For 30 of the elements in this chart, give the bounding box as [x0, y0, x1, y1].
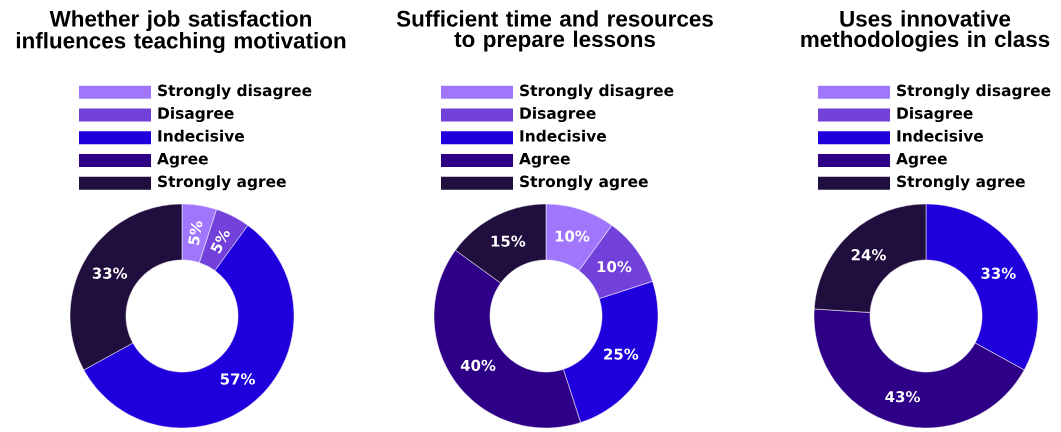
legend-label: Strongly agree — [520, 175, 648, 191]
data-label: 25% — [604, 348, 639, 360]
legend-label: Agree — [157, 153, 208, 168]
chart-title: Sufficient time and resources to prepare lessons — [396, 10, 713, 52]
legend-label: Strongly disagree — [158, 84, 312, 100]
data-label: 5% — [188, 221, 203, 246]
legend-label: Indecisive — [520, 129, 606, 142]
legend-label: Disagree — [158, 107, 234, 123]
legend-label: Strongly agree — [897, 175, 1025, 191]
legend-label: Disagree — [520, 107, 596, 123]
legend-label: Agree — [896, 153, 947, 168]
legend-label: Strongly agree — [158, 175, 286, 191]
data-label: 15% — [491, 235, 526, 247]
legend-label: Disagree — [897, 107, 973, 123]
chart-title: Uses innovative methodologies in class — [801, 10, 1050, 52]
data-label: 43% — [885, 391, 920, 403]
legend-label: Strongly disagree — [520, 84, 674, 100]
data-label: 24% — [851, 249, 886, 261]
legend-label: Strongly disagree — [897, 84, 1051, 100]
legend-label: Agree — [519, 153, 570, 168]
legend-label: Indecisive — [158, 129, 244, 142]
data-label: 33% — [92, 267, 128, 279]
data-label: 10% — [597, 260, 632, 273]
chart-title: Whether job satisfaction influences teaching motivation — [16, 10, 346, 54]
data-label: 40% — [460, 359, 496, 372]
data-label: 33% — [981, 267, 1016, 279]
data-label: 57% — [220, 373, 255, 385]
legend-label: Indecisive — [897, 129, 984, 142]
data-label: 5% — [210, 230, 230, 254]
data-label: 10% — [555, 230, 590, 242]
